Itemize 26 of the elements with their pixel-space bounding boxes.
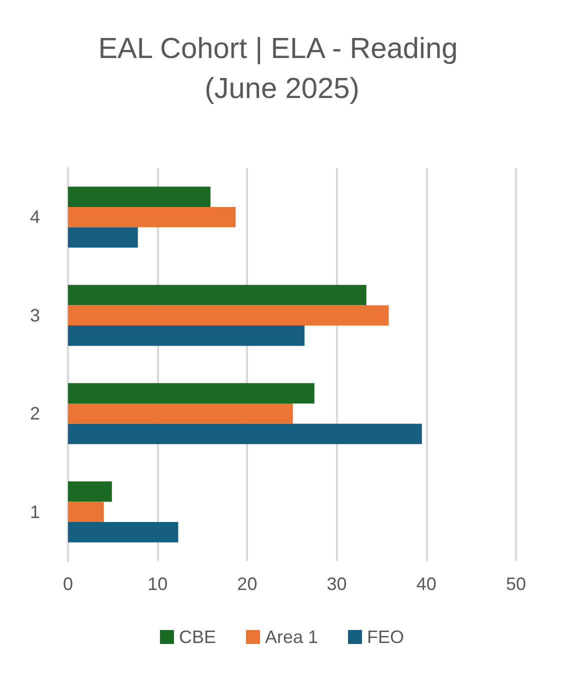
- bar: [68, 206, 236, 228]
- legend-label: CBE: [178, 627, 216, 647]
- bar: [68, 502, 104, 522]
- y-tick-label: 4: [30, 207, 40, 228]
- bar: [68, 481, 112, 502]
- x-tick-label: 10: [148, 574, 168, 594]
- legend-label: Area 1: [264, 627, 318, 647]
- bar: [68, 383, 314, 404]
- bar: [68, 186, 210, 207]
- x-tick-label: 40: [416, 574, 436, 594]
- y-tick-label: 2: [30, 404, 40, 424]
- y-tick-label: 3: [30, 305, 40, 326]
- x-tick-label: 20: [237, 574, 258, 594]
- x-tick-label: 0: [62, 574, 74, 594]
- bar: [68, 284, 366, 306]
- bar: [68, 522, 178, 542]
- bar: [68, 424, 422, 444]
- chart-title: EAL Cohort | ELA - Reading (June 2025): [98, 33, 466, 105]
- bar: [68, 227, 138, 248]
- y-tick-label: 1: [30, 502, 40, 522]
- x-tick-label: 30: [326, 574, 347, 594]
- bar: [68, 403, 293, 424]
- bar: [68, 326, 305, 346]
- legend-label: FEO: [367, 627, 404, 647]
- bar: [68, 305, 389, 326]
- x-tick-label: 50: [506, 574, 526, 594]
